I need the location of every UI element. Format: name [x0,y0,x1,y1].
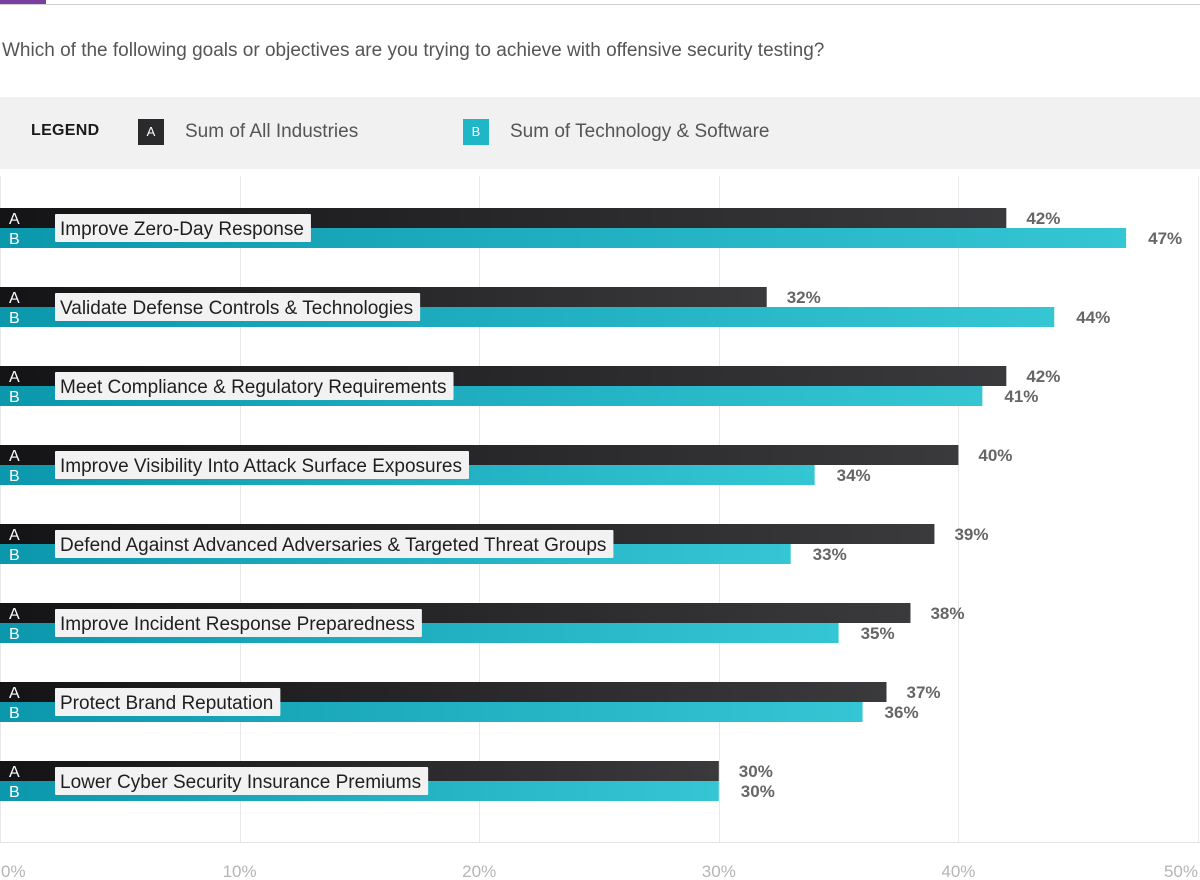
value-label-b: 36% [885,703,919,722]
value-label-b: 41% [1004,387,1038,406]
value-label-a: 42% [1026,209,1060,228]
series-letter-a: A [9,448,20,465]
x-tick-label: 40% [941,862,975,880]
category-label: Validate Defense Controls & Technologies [60,298,413,319]
series-letter-a: A [9,527,20,544]
category-label: Improve Visibility Into Attack Surface E… [60,456,462,477]
legend-label-a: Sum of All Industries [185,121,359,142]
category-label-box [55,767,429,795]
value-label-b: 35% [861,624,895,643]
series-letter-a: A [9,685,20,702]
series-letter-a: A [9,764,20,781]
value-label-a: 40% [978,446,1012,465]
category-label: Improve Zero-Day Response [60,219,304,240]
top-divider [0,4,1200,5]
category-label: Protect Brand Reputation [60,693,273,714]
question-title: Which of the following goals or objectiv… [2,40,825,61]
value-label-a: 37% [907,683,941,702]
bar-group: AB Validate Defense Controls & Technologi… [0,287,1110,327]
legend-label-b: Sum of Technology & Software [510,121,770,142]
top-accent-bar [0,0,46,4]
bar-group: AB Meet Compliance & Regulatory Requireme… [0,366,1060,406]
series-letter-b: B [9,784,20,801]
category-label-box [55,609,422,637]
value-label-b: 44% [1076,308,1110,327]
category-label: Defend Against Advanced Adversaries & Ta… [60,535,606,556]
bar-group: AB Protect Brand Reputation 37%36% [0,682,941,722]
category-label-box [55,451,469,479]
category-label-box [55,372,454,400]
series-letter-a: A [9,369,20,386]
value-label-a: 39% [954,525,988,544]
category-label-box [55,530,614,558]
x-tick-label: 10% [223,862,257,880]
series-letter-a: A [9,211,20,228]
x-tick-label: 0% [1,862,26,880]
series-letter-b: B [9,626,20,643]
value-label-a: 38% [930,604,964,623]
series-letter-b: B [9,547,20,564]
legend-title: LEGEND [31,122,100,139]
category-label-box [55,688,281,716]
x-tick-label: 20% [462,862,496,880]
category-label: Meet Compliance & Regulatory Requirement… [60,377,447,398]
series-letter-b: B [9,231,20,248]
category-label: Improve Incident Response Preparedness [60,614,415,635]
x-tick-label: 30% [702,862,736,880]
series-letter-b: B [9,705,20,722]
series-letter-a: A [9,606,20,623]
x-tick-label: 50% [1164,862,1198,880]
series-letter-b: B [9,389,20,406]
series-letter-b: B [9,310,20,327]
series-letter-b: B [9,468,20,485]
value-label-a: 30% [739,762,773,781]
legend-swatch-b: B [463,119,489,145]
bar-group: AB Improve Zero-Day Response 42% 47% [0,208,1182,248]
value-label-b: 30% [741,782,775,801]
category-label-box [55,214,311,242]
value-label-b: 47% [1148,229,1182,248]
value-label-a: 32% [787,288,821,307]
category-label: Lower Cyber Security Insurance Premiums [60,772,421,793]
legend-swatch-a: A [138,119,164,145]
bar-group: AB Defend Against Advanced Adversaries & … [0,524,988,564]
bar-group: AB Lower Cyber Security Insurance Premium… [0,761,775,801]
category-label-box [55,293,421,321]
value-label-b: 34% [837,466,871,485]
value-label-a: 42% [1026,367,1060,386]
bar-group: AB Improve Incident Response Preparedness… [0,603,965,643]
bar-group: AB Improve Visibility Into Attack Surface… [0,445,1012,485]
series-letter-a: A [9,290,20,307]
value-label-b: 33% [813,545,847,564]
legend: LEGEND A Sum of All Industries B Sum of … [0,97,1200,169]
